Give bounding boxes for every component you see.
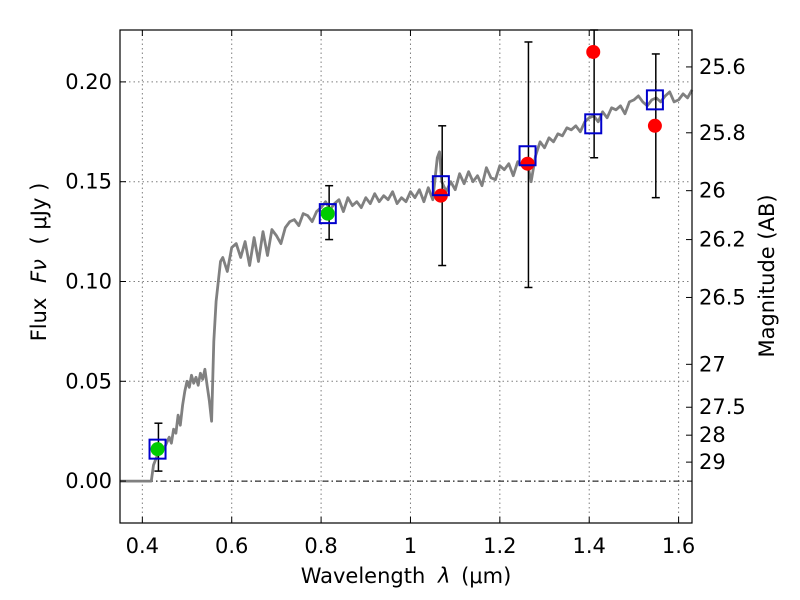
blue-square-marker	[148, 438, 167, 460]
x-tick-label: 1.4	[573, 534, 606, 558]
tick-layer: 0.4 0.6 0.8 1 1.2 1.4 1.6 0.00 0.05 0.10 0.15 0.20 2…	[65, 30, 746, 558]
right-tick-label: 26.5	[699, 285, 746, 309]
y-tick-label: 0.10	[65, 269, 112, 293]
right-tick-label: 25.6	[699, 55, 746, 79]
right-tick-label: 25.8	[699, 121, 746, 145]
y-axis-label: Flux Fν ( μJy )	[27, 183, 51, 342]
right-tick-label: 27	[699, 352, 726, 376]
y-tick-label: 0.20	[65, 70, 112, 94]
series-layer	[120, 89, 694, 483]
green-data-point	[320, 206, 335, 221]
red-data-point	[520, 156, 535, 171]
y-tick-label: 0.15	[65, 170, 112, 194]
red-data-point	[647, 118, 662, 133]
x-tick-label: 0.4	[126, 534, 159, 558]
blue-square-marker	[645, 89, 664, 111]
x-axis-label: Wavelength λ (μm)	[301, 564, 512, 588]
right-tick-label: 26	[699, 179, 726, 203]
marker-layer	[148, 44, 664, 460]
green-data-point	[150, 442, 165, 457]
right-tick-label: 27.5	[699, 395, 746, 419]
right-tick-label: 29	[699, 450, 726, 474]
x-tick-label: 0.8	[304, 534, 337, 558]
right-axis-label: Magnitude (AB)	[755, 194, 779, 357]
y-tick-label: 0.00	[65, 469, 112, 493]
grid-layer	[120, 30, 692, 523]
model-spectrum-line	[120, 89, 694, 483]
blue-square-marker	[431, 175, 450, 197]
blue-square-marker	[518, 145, 537, 167]
red-data-point	[586, 44, 601, 59]
blue-square-marker	[584, 113, 603, 135]
right-tick-label: 28	[699, 423, 726, 447]
x-tick-label: 1.2	[483, 534, 516, 558]
x-tick-label: 0.6	[215, 534, 248, 558]
right-tick-label: 26.2	[699, 228, 746, 252]
x-tick-label: 1	[404, 534, 417, 558]
y-tick-label: 0.05	[65, 369, 112, 393]
x-tick-label: 1.6	[662, 534, 695, 558]
blue-square-marker	[318, 203, 337, 225]
plot-frame	[119, 29, 693, 524]
